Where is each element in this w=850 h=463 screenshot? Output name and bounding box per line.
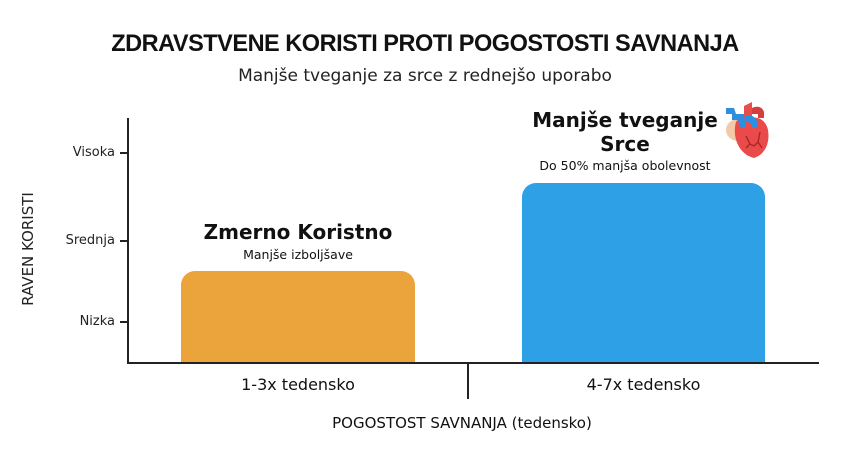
x-tick-label-2: 4-7x tedensko <box>586 375 701 394</box>
y-axis-line <box>127 118 129 364</box>
y-tick-label-mid: Srednja <box>65 233 115 248</box>
bar-1-annotation-subtitle: Manjše izboljšave <box>243 247 353 262</box>
bar-2-annotation-title-line2: Srce <box>600 132 650 156</box>
x-tick-label-1: 1-3x tedensko <box>241 375 355 394</box>
y-tick-low <box>120 321 128 323</box>
bar-1-3x <box>181 271 415 362</box>
anatomical-heart-icon <box>726 102 769 158</box>
x-axis-label: POGOSTOST SAVNANJA (tedensko) <box>332 414 592 432</box>
chart-subtitle: Manjše tveganje za srce z rednejšo upora… <box>238 66 612 86</box>
y-tick-label-low: Nizka <box>79 314 115 329</box>
y-axis-label: RAVEN KORISTI <box>19 192 37 306</box>
bar-2-annotation-subtitle: Do 50% manjša obolevnost <box>539 158 711 173</box>
category-divider <box>467 363 469 399</box>
bar-4-7x <box>522 183 765 362</box>
chart-title: ZDRAVSTVENE KORISTI PROTI POGOSTOSTI SAV… <box>111 30 739 57</box>
y-tick-label-high: Visoka <box>72 145 115 160</box>
bar-2-annotation-title-line1: Manjše tveganje <box>532 108 718 132</box>
x-axis-line <box>127 362 819 364</box>
y-tick-high <box>120 152 128 154</box>
y-tick-mid <box>120 240 128 242</box>
bar-1-annotation-title: Zmerno Koristno <box>203 220 393 244</box>
